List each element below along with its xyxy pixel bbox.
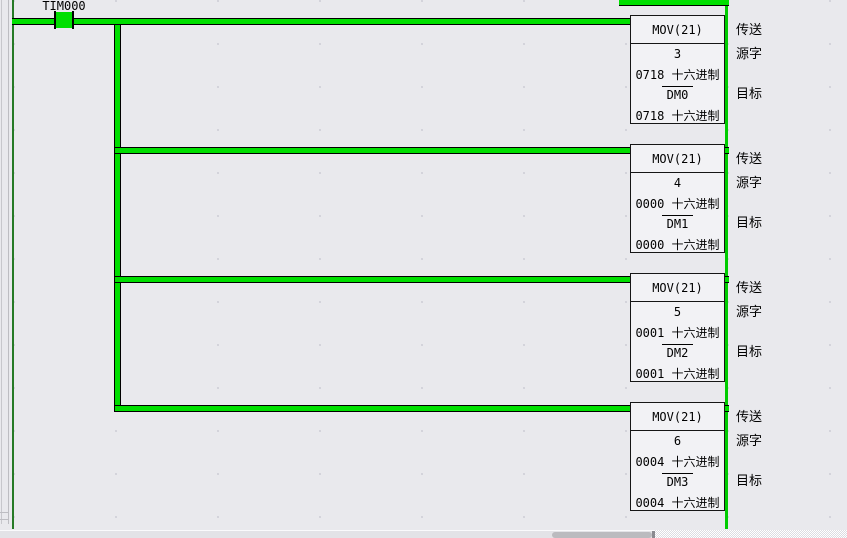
horizontal-scrollbar	[0, 530, 847, 538]
annotation-function: 传送	[736, 22, 763, 37]
output-stub-wire	[12, 18, 630, 25]
dest-current-value: 0000 十六进制	[635, 238, 720, 252]
contact-label: TIM000	[42, 0, 86, 13]
dest-current-value: 0718 十六进制	[635, 109, 720, 123]
contact-left-bar	[54, 11, 56, 29]
rung-row: MOV(21) 6 0004 十六进制 DM3 0004 十六进制 传送 源字 …	[0, 402, 847, 512]
source-current-value: 0004 十六进制	[635, 455, 720, 469]
source-current-value: 0001 十六进制	[635, 326, 720, 340]
source-current-value: 0000 十六进制	[635, 197, 720, 211]
right-power-rail	[725, 0, 728, 529]
scrollbar-left-area	[0, 531, 652, 538]
scrollbar-track[interactable]	[655, 530, 847, 538]
annotation-dest: 目标	[736, 344, 763, 359]
left-margin-column	[0, 0, 9, 524]
dest-operand: DM2	[631, 344, 724, 360]
scrollbar-top-line	[0, 530, 847, 531]
annotation-dest: 目标	[736, 86, 763, 101]
pane-splitter[interactable]	[652, 531, 655, 538]
annotation-function: 传送	[736, 280, 763, 295]
dest-operand: DM3	[631, 473, 724, 489]
dest-operand-text: DM1	[661, 215, 694, 231]
rung-row: MOV(21) 5 0001 十六进制 DM2 0001 十六进制 传送 源字 …	[0, 273, 847, 383]
mov-instruction-block[interactable]: MOV(21) 6 0004 十六进制 DM3 0004 十六进制	[630, 402, 725, 511]
power-flow-top-link	[619, 0, 729, 6]
rung-wire[interactable]	[115, 405, 630, 412]
annotation-dest: 目标	[736, 473, 763, 488]
annotation-function: 传送	[736, 409, 763, 424]
output-stub-wire	[722, 147, 729, 154]
margin-tick	[0, 512, 9, 513]
scrollbar-thumb[interactable]	[552, 532, 652, 538]
mov-instruction-block[interactable]: MOV(21) 4 0000 十六进制 DM1 0000 十六进制	[630, 144, 725, 253]
dest-current-value: 0001 十六进制	[635, 367, 720, 381]
mov-instruction-block[interactable]: MOV(21) 3 0718 十六进制 DM0 0718 十六进制	[630, 15, 725, 124]
dest-operand-text: DM2	[661, 344, 694, 360]
rung-wire[interactable]	[115, 147, 630, 154]
output-stub-wire	[722, 276, 729, 283]
annotation-source: 源字	[736, 175, 763, 190]
branch-wire[interactable]	[114, 18, 121, 412]
rung-row: MOV(21) 4 0000 十六进制 DM1 0000 十六进制 传送 源字 …	[0, 144, 847, 254]
annotation-dest: 目标	[736, 215, 763, 230]
instruction-mnemonic: MOV(21)	[631, 145, 724, 173]
mov-instruction-block[interactable]: MOV(21) 5 0001 十六进制 DM2 0001 十六进制	[630, 273, 725, 382]
source-operand: 6	[673, 434, 682, 448]
margin-inner-line	[1, 0, 2, 524]
source-operand: 5	[673, 305, 682, 319]
annotation-function: 传送	[736, 151, 763, 166]
annotation-source: 源字	[736, 304, 763, 319]
margin-tick	[0, 519, 9, 520]
contact-energized-fill	[56, 12, 72, 28]
left-power-rail	[12, 0, 14, 529]
annotation-source: 源字	[736, 46, 763, 61]
source-current-value: 0718 十六进制	[635, 68, 720, 82]
rung-row: MOV(21) 3 0718 十六进制 DM0 0718 十六进制 传送 源字 …	[0, 15, 847, 125]
source-operand: 3	[673, 47, 682, 61]
dest-operand-text: DM3	[661, 473, 694, 489]
instruction-mnemonic: MOV(21)	[631, 16, 724, 44]
timer-contact[interactable]	[54, 11, 74, 29]
instruction-mnemonic: MOV(21)	[631, 403, 724, 431]
dest-operand: DM0	[631, 86, 724, 102]
source-operand: 4	[673, 176, 682, 190]
output-stub-wire	[722, 405, 729, 412]
dest-current-value: 0004 十六进制	[635, 496, 720, 510]
contact-right-bar	[72, 11, 74, 29]
annotation-source: 源字	[736, 433, 763, 448]
dest-operand-text: DM0	[661, 86, 694, 102]
instruction-mnemonic: MOV(21)	[631, 274, 724, 302]
rung-wire[interactable]	[115, 276, 630, 283]
dest-operand: DM1	[631, 215, 724, 231]
